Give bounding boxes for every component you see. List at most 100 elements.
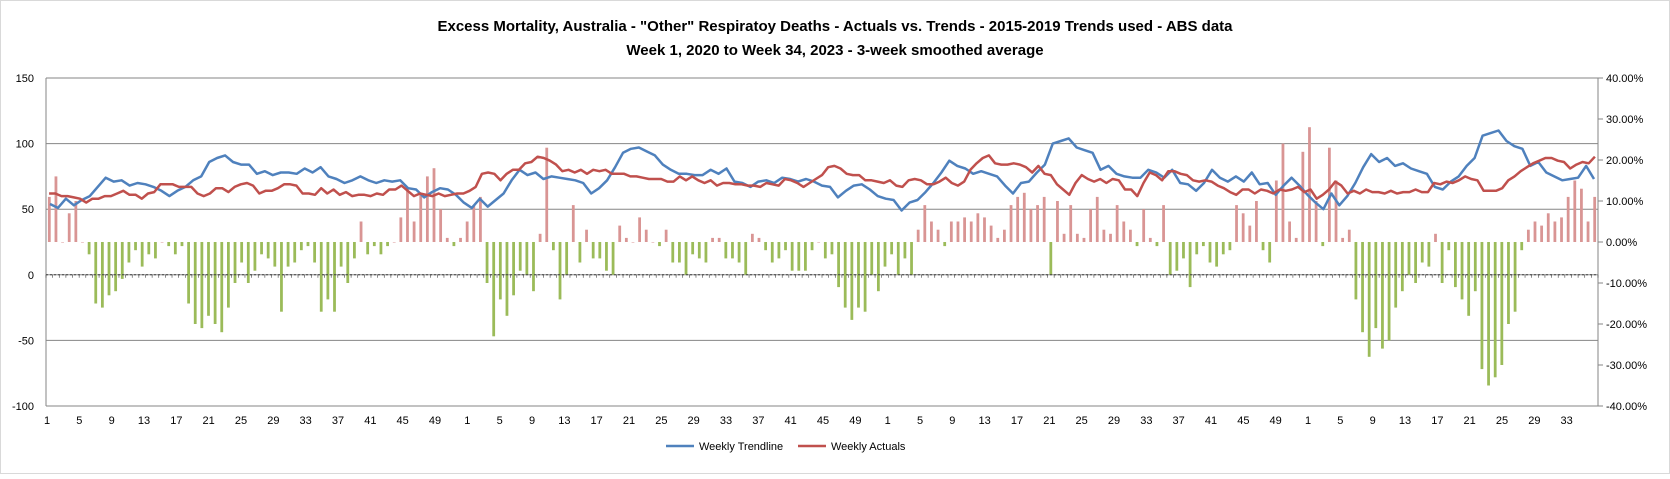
excess-bar: [114, 242, 118, 292]
x-tick-label: 21: [623, 415, 635, 427]
excess-bar: [1042, 196, 1046, 242]
x-tick-label: 45: [397, 415, 409, 427]
excess-bar: [227, 242, 230, 308]
excess-bar: [465, 221, 469, 242]
y-left-tick-label: 150: [16, 73, 34, 85]
excess-bar: [173, 242, 177, 255]
excess-bar: [1520, 242, 1524, 251]
excess-bar: [1261, 242, 1265, 251]
excess-bar: [1274, 180, 1278, 242]
x-tick-label: 5: [497, 415, 503, 427]
excess-bar: [425, 176, 429, 242]
excess-bar: [817, 242, 821, 243]
excess-bar: [306, 242, 310, 247]
excess-bar: [87, 242, 91, 255]
excess-bar: [1195, 242, 1199, 255]
excess-bar: [538, 233, 542, 242]
excess-bar: [777, 242, 781, 259]
x-tick-label: 25: [235, 415, 247, 427]
x-tick-label: 17: [170, 415, 182, 427]
excess-bar: [61, 242, 64, 243]
excess-bar: [671, 242, 675, 263]
excess-bar: [618, 225, 622, 242]
legend: Weekly Trendline Weekly Actuals: [666, 441, 906, 453]
x-tick-label: 13: [138, 415, 150, 427]
y-right-tick-label: 10.00%: [1606, 196, 1644, 208]
excess-bar: [611, 242, 615, 275]
excess-bar: [664, 229, 668, 242]
excess-bar: [154, 242, 157, 259]
excess-bar: [1586, 221, 1590, 242]
excess-bar: [1095, 196, 1099, 242]
excess-bar: [1500, 242, 1504, 365]
excess-bar: [47, 196, 51, 242]
excess-bar: [1241, 213, 1245, 242]
excess-bar: [273, 242, 277, 267]
x-tick-label: 1: [885, 415, 891, 427]
excess-bar: [823, 242, 827, 259]
x-tick-label: 33: [720, 415, 732, 427]
excess-bar: [485, 242, 489, 283]
excess-bar: [1036, 205, 1039, 242]
excess-bar: [1493, 242, 1497, 378]
y-right-tick-label: -10.00%: [1606, 278, 1647, 290]
actuals-series-line: [49, 154, 1596, 204]
excess-bar: [1016, 196, 1020, 242]
x-tick-label: 1: [44, 415, 50, 427]
excess-bar: [651, 242, 655, 243]
trendline-series-line: [49, 129, 1596, 212]
excess-bar: [943, 242, 947, 247]
excess-bar: [1075, 233, 1079, 242]
excess-bar: [1288, 221, 1291, 242]
excess-bar: [313, 242, 317, 263]
y-right-tick-label: 20.00%: [1606, 155, 1644, 167]
excess-bar: [1235, 205, 1238, 242]
excess-bar: [1188, 242, 1192, 288]
excess-bar: [697, 242, 701, 259]
excess-bar: [1347, 229, 1351, 242]
excess-bar: [1148, 237, 1152, 242]
excess-bar: [1480, 242, 1484, 370]
excess-bar: [704, 242, 708, 263]
excess-bar: [81, 242, 84, 243]
y-right-tick-label: 30.00%: [1606, 114, 1644, 126]
excess-bar: [558, 242, 562, 300]
x-tick-label: 17: [1011, 415, 1023, 427]
excess-bar: [804, 242, 807, 271]
excess-bar: [1122, 221, 1126, 242]
excess-bar: [1387, 242, 1391, 341]
excess-bar: [837, 242, 840, 288]
excess-bar: [896, 242, 900, 275]
excess-bar: [1115, 205, 1119, 242]
legend-label-actuals: Weekly Actuals: [831, 441, 906, 453]
x-tick-label: 29: [267, 415, 279, 427]
excess-bar: [598, 242, 602, 259]
excess-bar: [750, 233, 754, 242]
y-right-tick-label: 0.00%: [1606, 237, 1637, 249]
x-tick-label: 5: [917, 415, 923, 427]
excess-bar: [147, 242, 151, 255]
excess-bar: [346, 242, 350, 283]
x-tick-label: 17: [1431, 415, 1443, 427]
excess-bar: [757, 237, 761, 242]
excess-bar: [983, 217, 986, 242]
excess-bar: [1321, 242, 1325, 247]
y-left-tick-label: -100: [12, 401, 34, 413]
excess-bar: [293, 242, 297, 263]
excess-bar: [54, 176, 58, 242]
excess-bar: [764, 242, 768, 251]
excess-bar: [1069, 205, 1073, 242]
excess-bar: [472, 205, 476, 242]
excess-bar: [565, 242, 569, 275]
excess-bar: [386, 242, 389, 247]
x-tick-label: 13: [558, 415, 570, 427]
excess-bar: [120, 242, 124, 279]
excess-bar: [1580, 188, 1583, 242]
excess-bar: [1142, 209, 1146, 242]
excess-bar: [233, 242, 237, 283]
y-right-tick-label: -30.00%: [1606, 360, 1647, 372]
excess-bar: [193, 242, 197, 324]
excess-bar: [605, 242, 608, 271]
excess-bar: [392, 242, 396, 243]
excess-bar: [1155, 242, 1159, 247]
